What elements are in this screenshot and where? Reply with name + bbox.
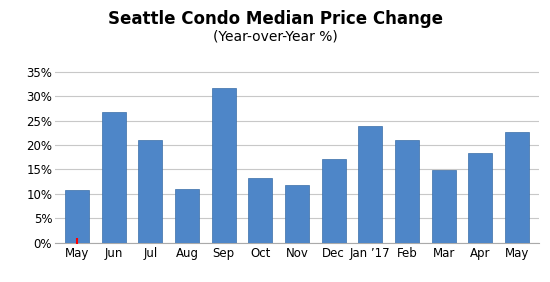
Bar bbox=[139, 140, 162, 243]
Bar bbox=[432, 170, 455, 243]
Bar bbox=[212, 88, 235, 243]
Bar bbox=[102, 112, 125, 243]
Bar bbox=[505, 132, 529, 243]
Text: Seattle Condo Median Price Change: Seattle Condo Median Price Change bbox=[107, 10, 443, 28]
Bar bbox=[285, 186, 309, 243]
Bar bbox=[395, 140, 419, 243]
Bar bbox=[359, 126, 382, 243]
Text: (Year-over-Year %): (Year-over-Year %) bbox=[213, 30, 337, 44]
Bar bbox=[175, 189, 199, 243]
Bar bbox=[249, 178, 272, 243]
Bar bbox=[65, 190, 89, 243]
Bar bbox=[469, 153, 492, 243]
Bar bbox=[322, 159, 345, 243]
